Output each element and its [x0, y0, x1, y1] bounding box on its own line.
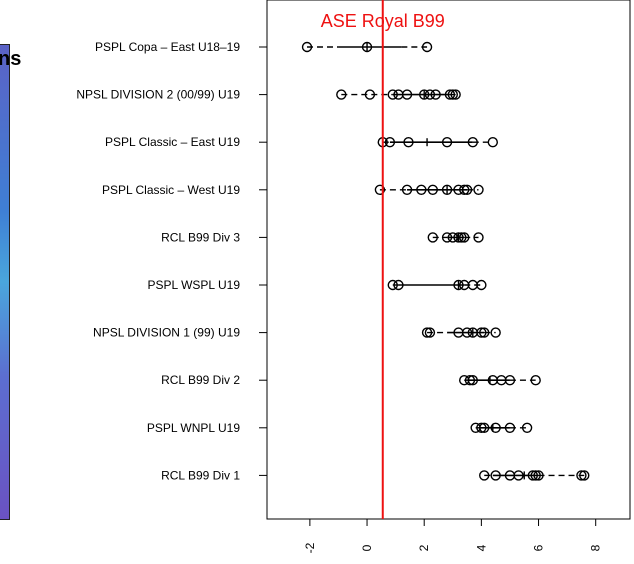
- data-point: [464, 375, 476, 386]
- y-tick-label: PSPL WNPL U19: [147, 421, 240, 435]
- data-point: [393, 279, 404, 291]
- data-point: [421, 327, 433, 338]
- data-point: [421, 41, 433, 53]
- data-point: [513, 470, 524, 481]
- data-point: [403, 136, 414, 148]
- data-point: [576, 470, 587, 481]
- plot-frame: [266, 0, 631, 520]
- data-point: [473, 232, 484, 243]
- data-point: [479, 470, 490, 481]
- series-layer: [301, 41, 590, 481]
- series-row: [479, 470, 590, 481]
- series-row: [301, 41, 433, 53]
- data-point: [416, 184, 427, 196]
- x-tick-label: 6: [532, 544, 546, 551]
- data-point: [401, 184, 413, 196]
- data-point: [530, 375, 541, 386]
- series-row: [470, 422, 533, 433]
- y-axis: PSPL Copa – East U18–19 NPSL DIVISION 2 (…: [76, 40, 267, 482]
- data-point: [504, 422, 516, 433]
- x-tick-label: -2: [303, 542, 317, 553]
- data-point: [419, 89, 430, 100]
- series-row: [374, 184, 484, 196]
- data-point: [467, 375, 478, 386]
- data-point: [533, 470, 544, 481]
- series-row: [427, 232, 484, 243]
- data-point: [476, 327, 487, 338]
- y-tick-label: NPSL DIVISION 1 (99) U19: [93, 326, 240, 340]
- data-point: [387, 279, 398, 291]
- data-point: [459, 184, 470, 196]
- data-point: [487, 136, 499, 148]
- series-row: [377, 136, 499, 148]
- data-point: [453, 232, 464, 243]
- data-point: [456, 232, 467, 243]
- series-row: [387, 279, 487, 291]
- data-point: [387, 89, 398, 100]
- data-point: [447, 89, 458, 100]
- data-point: [490, 422, 501, 433]
- data-point: [374, 184, 386, 196]
- data-point: [476, 422, 487, 433]
- y-tick-label: PSPL Classic – East U19: [105, 135, 240, 149]
- y-tick-label: RCL B99 Div 1: [161, 468, 240, 482]
- data-point: [459, 232, 470, 243]
- data-point: [364, 89, 376, 100]
- data-point: [427, 184, 438, 196]
- data-point: [441, 184, 453, 196]
- series-row: [421, 327, 501, 338]
- data-point: [461, 327, 473, 338]
- data-point: [453, 279, 464, 291]
- series-row: [459, 375, 541, 386]
- y-tick-label: NPSL DIVISION 2 (00/99) U19: [76, 88, 240, 102]
- series-row: [336, 89, 461, 100]
- data-point: [479, 327, 490, 338]
- data-point: [504, 375, 516, 386]
- data-point: [361, 41, 373, 53]
- data-point: [473, 184, 484, 196]
- x-tick-label: 2: [417, 544, 431, 551]
- x-axis: -2 0 2 4 6 8: [303, 519, 603, 553]
- data-point: [424, 327, 436, 338]
- data-point: [467, 136, 478, 148]
- data-point: [441, 136, 453, 148]
- data-point: [444, 89, 456, 100]
- data-point: [527, 470, 539, 481]
- reference-line-label: ASE Royal B99: [321, 11, 445, 31]
- data-point: [521, 422, 533, 433]
- data-point: [461, 184, 473, 196]
- y-tick-label: PSPL WSPL U19: [148, 278, 241, 292]
- y-tick-label: RCL B99 Div 3: [161, 230, 240, 244]
- data-point: [441, 232, 453, 243]
- data-point: [490, 470, 501, 481]
- x-tick-label: 4: [474, 544, 488, 551]
- data-point: [427, 232, 438, 243]
- data-point: [490, 327, 501, 338]
- data-point: [479, 422, 490, 433]
- data-point: [450, 89, 461, 100]
- data-point: [530, 470, 541, 481]
- data-point: [579, 470, 590, 481]
- y-tick-label: PSPL Copa – East U18–19: [95, 40, 240, 54]
- data-point: [476, 279, 487, 291]
- data-point: [424, 89, 436, 100]
- background-heading-fragment: ns: [0, 48, 22, 70]
- y-tick-label: RCL B99 Div 2: [161, 373, 240, 387]
- data-point: [430, 89, 441, 100]
- data-point: [401, 89, 413, 100]
- background-panel-fragment: [0, 44, 10, 520]
- data-point: [384, 136, 396, 148]
- data-point: [336, 89, 347, 100]
- x-tick-label: 0: [360, 544, 374, 551]
- data-point: [301, 41, 313, 53]
- y-tick-label: PSPL Classic – West U19: [102, 183, 240, 197]
- x-tick-label: 8: [589, 544, 603, 551]
